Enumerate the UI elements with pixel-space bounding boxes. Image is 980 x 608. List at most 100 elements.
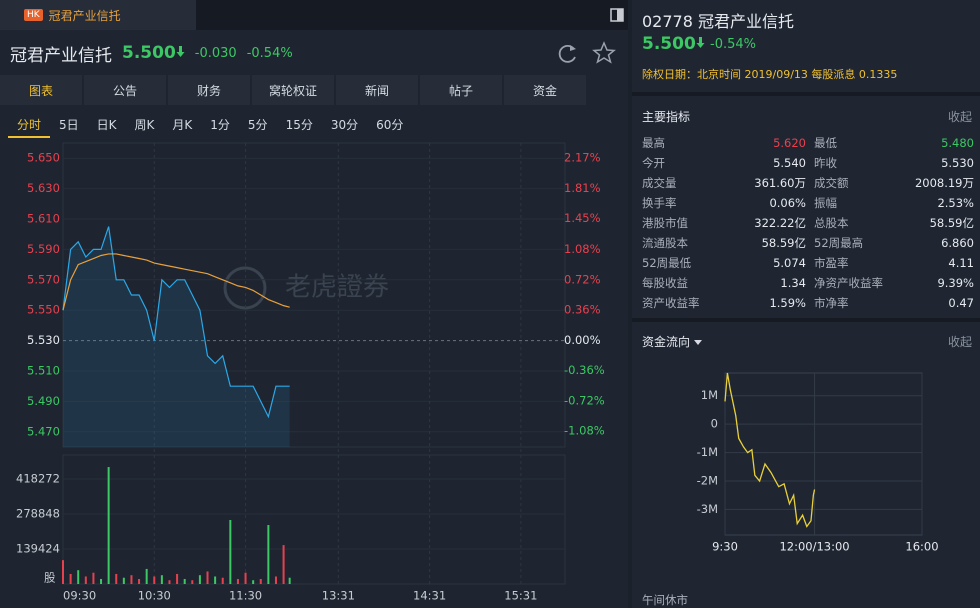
nav-tab[interactable]: 新闻 — [336, 75, 418, 105]
dividend-info: 除权日期：北京时间 2019/09/13 每股派息 0.1335 — [642, 68, 898, 81]
volume-bar — [138, 578, 141, 584]
collapse-button[interactable]: 收起 — [947, 335, 972, 349]
metric-row: 换手率 0.06% 振幅 2.53% — [642, 193, 974, 213]
volume-bar — [84, 576, 87, 584]
y2-tick-label: -0.36% — [564, 363, 605, 377]
y-tick-label: 5.510 — [27, 364, 60, 378]
nav-tab[interactable]: 帖子 — [420, 75, 502, 105]
period-tab[interactable]: 分时 — [8, 112, 51, 138]
period-tab[interactable]: 月K — [172, 118, 193, 132]
x-tick-label: 09:30 — [63, 589, 96, 603]
metric-label: 今开 — [642, 156, 665, 170]
down-arrow — [176, 46, 185, 57]
panel-icon[interactable] — [610, 8, 624, 22]
tab-title: 冠君产业信托 — [48, 8, 121, 23]
metric-row: 52周最低 5.074 市盈率 4.11 — [642, 253, 974, 273]
metric-row: 最高 5.620 最低 5.480 — [642, 133, 974, 153]
metric-label: 最低 — [814, 136, 837, 150]
metric-row: 资产收益率 1.59% 市净率 0.47 — [642, 293, 974, 313]
nav-tab[interactable]: 公告 — [84, 75, 166, 105]
period-tab[interactable]: 60分 — [376, 118, 404, 132]
period-tabs: 分时 5日 日K 周K 月K 1分 5分 15分 30分 60分 — [0, 112, 628, 138]
metric-label: 每股收益 — [642, 276, 688, 290]
metric-label: 52周最高 — [814, 236, 864, 250]
nav-tab[interactable]: 财务 — [168, 75, 250, 105]
nav-tab[interactable]: 图表 — [0, 75, 82, 105]
metric-label: 流通股本 — [642, 236, 688, 250]
y-tick-label: 5.530 — [27, 333, 60, 347]
price-change-pct: -0.54% — [710, 37, 756, 52]
y-tick-label: 5.490 — [27, 394, 60, 408]
period-tab[interactable]: 1分 — [210, 118, 230, 132]
x-tick-label: 15:31 — [504, 589, 537, 603]
volume-bar — [214, 576, 217, 584]
metric-label: 市盈率 — [814, 256, 849, 270]
star-icon[interactable] — [592, 41, 616, 64]
period-tab[interactable]: 30分 — [330, 118, 359, 132]
stock-tab[interactable]: HK 冠君产业信托 — [0, 0, 196, 30]
metric-value: 5.620 — [773, 136, 806, 150]
metric-label: 成交量 — [642, 176, 677, 190]
metric-value: 9.39% — [937, 276, 974, 290]
stock-name: 冠君产业信托 — [698, 12, 795, 31]
volume-bar — [229, 520, 232, 584]
x-tick-label: 13:31 — [322, 589, 355, 603]
y2-tick-label: 1.08% — [564, 242, 601, 256]
metric-value: 4.11 — [948, 256, 974, 270]
metric-label: 总股本 — [814, 216, 849, 230]
y2-tick-label: -1.08% — [564, 424, 605, 438]
volume-bar — [100, 578, 103, 584]
y-tick-label: 5.630 — [27, 181, 60, 195]
metric-label: 港股市值 — [642, 216, 688, 230]
y2-tick-label: 1.81% — [564, 181, 601, 195]
volume-bar — [198, 575, 201, 584]
metric-value: 361.60万 — [754, 176, 806, 190]
separator — [632, 318, 980, 322]
refresh-icon[interactable] — [558, 44, 576, 63]
metric-row: 流通股本 58.59亿 52周最高 6.860 — [642, 233, 974, 253]
y-tick-label: 1M — [701, 388, 718, 402]
volume-bar — [244, 572, 247, 584]
section-title[interactable]: 资金流向 — [642, 333, 702, 350]
metric-row: 成交量 361.60万 成交额 2008.19万 — [642, 173, 974, 193]
y2-tick-label: -0.72% — [564, 393, 605, 407]
fund-flow-chart: 1M 0 -1M -2M -3M 9:30 12:00/13:00 16:00 — [697, 372, 939, 554]
price-change: -0.030 — [194, 45, 237, 61]
period-tab[interactable]: 周K — [134, 118, 155, 132]
y-tick-label: 5.590 — [27, 242, 60, 256]
metric-label: 52周最低 — [642, 256, 692, 270]
nav-tab[interactable]: 资金 — [504, 75, 586, 105]
volume-bar — [115, 573, 118, 584]
metric-label: 净资产收益率 — [814, 276, 883, 290]
metric-value: 1.59% — [769, 296, 806, 310]
nav-tab[interactable]: 窝轮权证 — [252, 75, 334, 105]
volume-bar — [145, 568, 148, 584]
volume-bar — [282, 545, 285, 584]
period-tab[interactable]: 日K — [96, 118, 117, 132]
volume-bar — [160, 575, 163, 584]
dropdown-icon — [693, 340, 702, 345]
period-tab[interactable]: 15分 — [285, 118, 313, 132]
price-text: 5.500 — [122, 43, 176, 63]
volume-bar — [176, 573, 179, 584]
watermark-logo — [223, 266, 267, 310]
x-tick-label: 10:30 — [138, 589, 171, 603]
metric-row: 每股收益 1.34 净资产收益率 9.39% — [642, 273, 974, 293]
volume-bar — [153, 576, 156, 584]
metric-value: 2008.19万 — [914, 176, 974, 190]
period-tab[interactable]: 5日 — [59, 118, 79, 132]
period-tab[interactable]: 5分 — [247, 118, 268, 132]
volume-bar — [288, 577, 291, 584]
metric-value: 2.53% — [937, 196, 974, 210]
x-tick-label: 9:30 — [712, 540, 738, 554]
metric-value: 5.480 — [941, 136, 974, 150]
metric-value: 58.59亿 — [929, 216, 974, 230]
volume-bar — [77, 570, 80, 584]
volume-bar — [252, 580, 255, 584]
metric-label: 振幅 — [814, 196, 837, 210]
market-badge: HK — [24, 9, 43, 21]
collapse-button[interactable]: 收起 — [947, 110, 972, 124]
volume-bar — [92, 572, 95, 584]
y2-tick-label: 0.00% — [564, 333, 601, 347]
x-tick-label: 16:00 — [905, 540, 938, 554]
